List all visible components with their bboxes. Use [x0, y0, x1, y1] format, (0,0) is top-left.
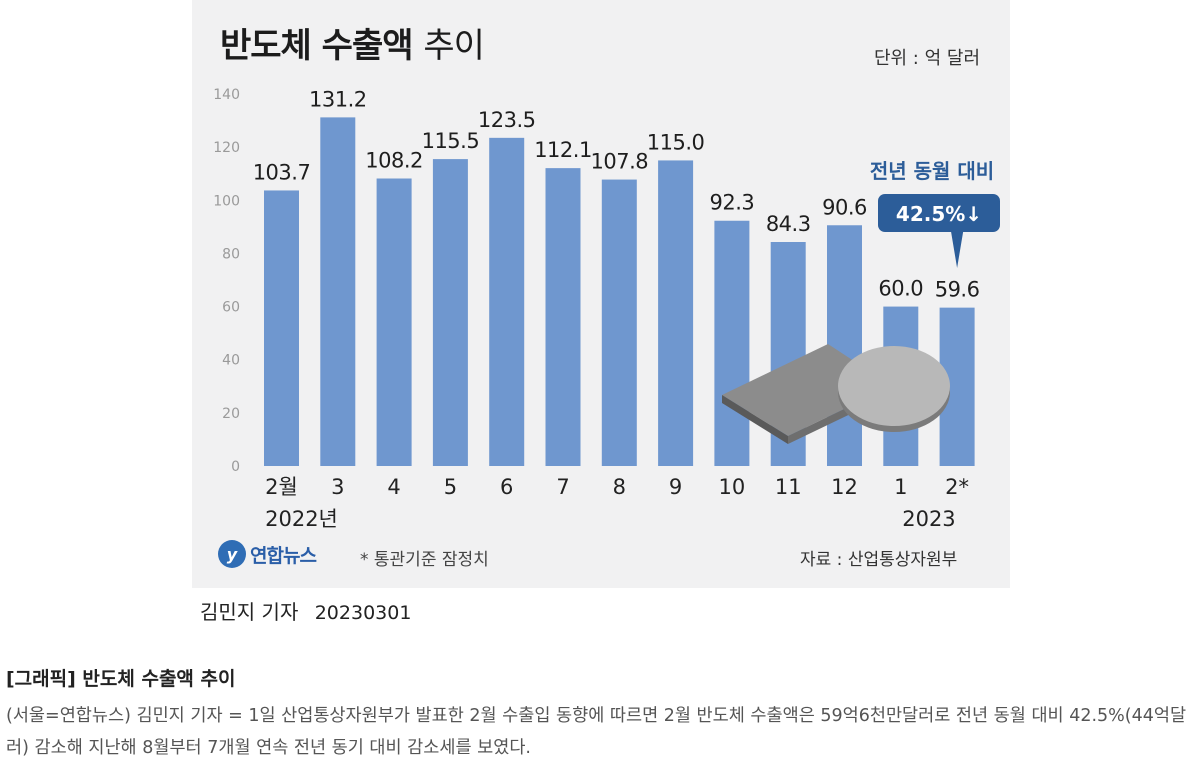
year-label: 2022년	[265, 507, 338, 531]
y-tick-label: 40	[222, 353, 240, 369]
y-tick-label: 80	[222, 246, 240, 262]
x-tick-label: 10	[719, 475, 746, 499]
data-label: 60.0	[878, 277, 923, 301]
reporter-name: 김민지 기자	[200, 600, 299, 624]
semiconductor-illustration	[722, 344, 950, 444]
x-tick-label: 2*	[945, 475, 969, 499]
data-label: 92.3	[710, 191, 755, 215]
unit-label: 단위 : 억 달러	[873, 48, 980, 69]
data-label: 108.2	[365, 148, 423, 172]
caption-body: (서울=연합뉴스) 김민지 기자 = 1일 산업통상자원부가 발표한 2월 수출…	[6, 706, 1187, 758]
bar	[376, 178, 412, 467]
chart-title: 반도체 수출액 추이	[220, 18, 485, 67]
x-tick-label: 9	[669, 475, 682, 499]
logo-icon: y	[218, 540, 246, 568]
yonhap-logo: y 연합뉴스	[218, 540, 317, 568]
bar	[601, 179, 637, 466]
reporter-date: 20230301	[314, 602, 412, 624]
annotation-badge	[878, 194, 1000, 232]
bar	[320, 117, 356, 466]
source-label: 자료 : 산업통상자원부	[800, 550, 958, 570]
annotation-pointer	[951, 232, 964, 268]
bar	[827, 225, 862, 466]
data-label: 84.3	[766, 212, 811, 236]
x-tick-label: 11	[775, 475, 802, 499]
data-label: 107.8	[590, 150, 648, 174]
logo-text: 연합뉴스	[250, 544, 317, 567]
bar	[432, 159, 468, 466]
year-label: 2023	[902, 507, 955, 531]
data-label: 59.6	[935, 278, 980, 302]
y-tick-label: 60	[222, 300, 240, 316]
y-tick-label: 20	[222, 406, 240, 422]
bar-chart: 020406080100120140103.72월131.23108.24115…	[213, 87, 1000, 531]
x-tick-label: 4	[387, 475, 400, 499]
footnote: * 통관기준 잠정치	[360, 550, 489, 570]
data-label: 115.0	[647, 130, 705, 154]
reporter-line: 김민지 기자 20230301	[200, 596, 411, 625]
title-light: 추이	[423, 26, 485, 66]
bar	[714, 220, 750, 466]
data-label: 112.1	[534, 138, 592, 162]
x-tick-label: 1	[894, 475, 907, 499]
x-tick-label: 8	[613, 475, 626, 499]
x-tick-label: 2월	[265, 475, 298, 499]
data-label: 131.2	[309, 87, 367, 111]
data-label: 90.6	[822, 195, 867, 219]
title-main: 반도체 수출액	[220, 26, 414, 66]
bar	[264, 190, 299, 466]
data-label: 103.7	[253, 160, 311, 184]
caption-title: [그래픽] 반도체 수출액 추이	[6, 668, 236, 690]
y-tick-label: 0	[231, 459, 240, 475]
annotation-badge-text: 42.5%↓	[896, 202, 982, 226]
data-label: 115.5	[422, 129, 480, 153]
bar	[489, 137, 525, 467]
data-label: 123.5	[478, 108, 536, 132]
y-tick-label: 120	[213, 140, 240, 156]
bar	[545, 168, 581, 467]
y-tick-label: 100	[213, 193, 240, 209]
x-tick-label: 3	[331, 475, 344, 499]
annotation-label: 전년 동월 대비	[870, 159, 994, 183]
bar	[658, 160, 694, 466]
x-tick-label: 5	[444, 475, 457, 499]
y-tick-label: 140	[213, 87, 240, 103]
x-tick-label: 7	[556, 475, 569, 499]
x-tick-label: 6	[500, 475, 513, 499]
x-tick-label: 12	[831, 475, 858, 499]
